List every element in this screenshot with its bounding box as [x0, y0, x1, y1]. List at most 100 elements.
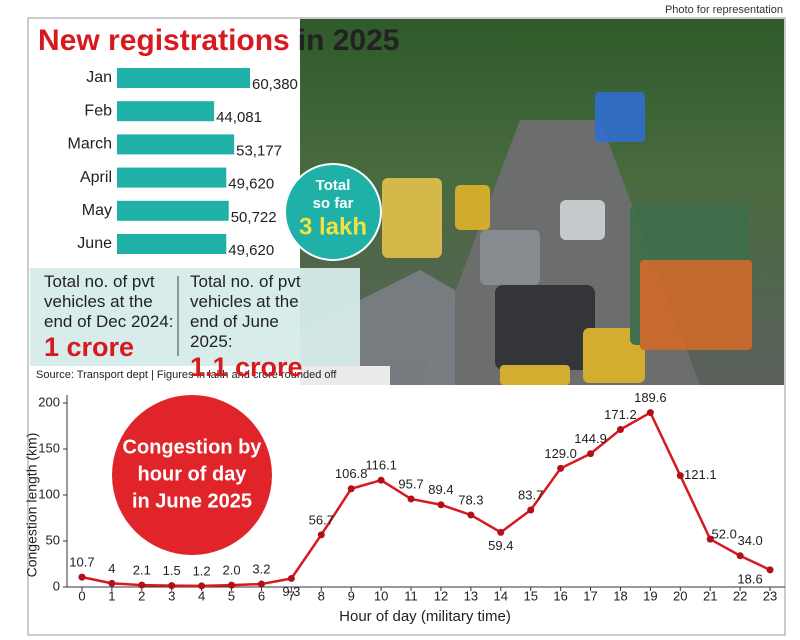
value-label: 95.7 — [398, 476, 423, 491]
value-label: 34.0 — [737, 533, 762, 548]
value-label: 189.6 — [634, 390, 667, 405]
marker — [497, 528, 505, 536]
stat-value: 1 crore — [44, 332, 135, 362]
value-label: 50,722 — [231, 209, 277, 226]
marker — [198, 582, 206, 590]
stat-value: 1.1 crore — [190, 352, 303, 382]
line — [81, 410, 771, 588]
x-tick-label: 2 — [138, 588, 145, 603]
photo-credit: Photo for representation — [665, 4, 783, 16]
y-tick-label: 100 — [38, 486, 60, 501]
marker — [228, 581, 236, 589]
y-axis-label: Congestion length (km) — [24, 433, 40, 578]
value-label: 56.7 — [309, 512, 334, 527]
x-tick-label: 19 — [643, 588, 657, 603]
category-label: Jan — [86, 69, 112, 86]
stat: Total no. of pvt vehicles at the end of … — [190, 272, 325, 382]
x-axis-label: Hour of day (military time) — [339, 608, 511, 625]
value-label: 53,177 — [236, 142, 282, 159]
chart-title: in June 2025 — [132, 490, 252, 512]
marker — [138, 581, 146, 589]
badge-label: so far — [313, 195, 354, 212]
stat-label: Total no. of pvt vehicles at the end of … — [44, 272, 174, 331]
value-label: 49,620 — [228, 242, 274, 259]
category-label: March — [68, 136, 112, 153]
marker — [616, 425, 624, 433]
marker — [736, 552, 744, 560]
y-tick-label: 150 — [38, 440, 60, 455]
stats-panel — [30, 268, 360, 366]
x-tick-label: 21 — [703, 588, 717, 603]
value-label: 60,380 — [252, 76, 298, 93]
marker — [407, 495, 415, 503]
value-label: 116.1 — [365, 458, 397, 473]
chart-title: hour of day — [138, 463, 248, 485]
badge-value: 3 lakh — [299, 213, 367, 240]
marker — [257, 580, 265, 588]
title-circle — [112, 395, 272, 555]
value-label: 9.3 — [282, 584, 300, 599]
x-tick-label: 10 — [374, 588, 388, 603]
marker — [317, 531, 325, 539]
x-tick-label: 1 — [108, 588, 115, 603]
marker — [587, 450, 595, 458]
stat: Total no. of pvt vehicles at the end of … — [44, 272, 179, 362]
stat-label: Total no. of pvt vehicles at the end of … — [190, 272, 301, 351]
x-tick-label: 12 — [434, 588, 448, 603]
value-label: 10.7 — [69, 555, 94, 570]
value-label: 129.0 — [544, 446, 577, 461]
x-tick-label: 23 — [763, 588, 777, 603]
source: Source: Transport dept | Figures in lakh… — [36, 369, 337, 381]
marker — [377, 476, 385, 484]
marker — [467, 511, 475, 519]
value-label: 52.0 — [712, 527, 737, 542]
vehicles — [300, 92, 752, 385]
badge-label: Total — [316, 177, 351, 194]
marker — [527, 506, 535, 514]
bar — [117, 68, 250, 88]
x-tick-label: 22 — [733, 588, 747, 603]
bar — [117, 101, 215, 122]
bar — [117, 234, 227, 254]
bar — [117, 200, 229, 221]
value-label: 1.2 — [193, 563, 211, 578]
x-tick-label: 3 — [168, 588, 175, 603]
badge — [284, 163, 382, 261]
category-label: June — [77, 235, 112, 252]
bar — [117, 167, 227, 188]
marker — [108, 579, 116, 587]
value-label: 106.8 — [335, 466, 368, 481]
value-label: 2.1 — [133, 563, 151, 578]
value-label: 78.3 — [458, 492, 483, 507]
value-label: 83.7 — [518, 487, 543, 502]
y-tick-label: 0 — [53, 578, 60, 593]
x-tick-label: 6 — [258, 588, 265, 603]
marker — [706, 535, 714, 543]
chart-title: New registrations — [38, 24, 290, 57]
x-tick-label: 8 — [318, 588, 325, 603]
x-tick-label: 20 — [673, 588, 687, 603]
marker — [347, 485, 355, 493]
x-tick-label: 17 — [583, 588, 597, 603]
value-label: 59.4 — [488, 538, 513, 553]
y-tick-label: 200 — [38, 394, 60, 409]
x-tick-label: 11 — [404, 588, 418, 603]
marker — [557, 464, 565, 472]
chart-title: Congestion by — [123, 436, 263, 458]
x-tick-label: 14 — [494, 588, 508, 603]
marker — [287, 574, 295, 582]
x-tick-label: 13 — [464, 588, 478, 603]
category-label: May — [82, 202, 112, 219]
marker — [437, 501, 445, 509]
value-label: 44,081 — [216, 109, 262, 126]
x-tick-label: 7 — [288, 588, 295, 603]
y-tick-label: 50 — [46, 532, 60, 547]
value-label: 49,620 — [228, 176, 274, 193]
source-panel — [30, 366, 390, 385]
x-tick-label: 18 — [613, 588, 627, 603]
marker — [766, 566, 774, 574]
x-tick-label: 0 — [78, 588, 85, 603]
marker — [676, 472, 684, 480]
category-label: April — [80, 169, 112, 186]
